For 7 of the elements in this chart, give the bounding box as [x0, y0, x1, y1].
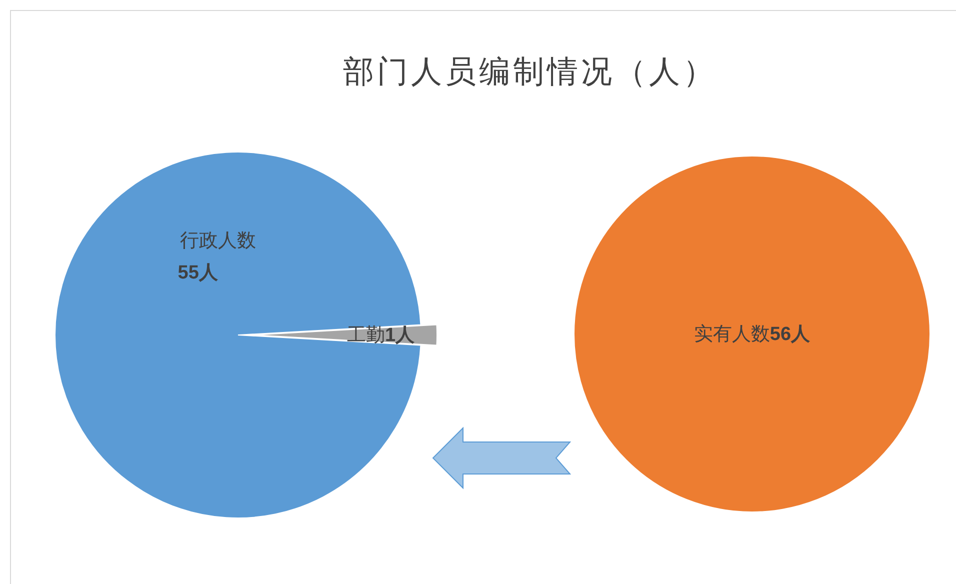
text: 部门人员编制情况（人） — [343, 54, 717, 89]
slice-label: 行政人数 — [180, 230, 256, 252]
slice-label: 工勤 — [346, 324, 385, 346]
data-label: 1人 — [384, 324, 416, 346]
data-label: 55人 — [178, 262, 219, 284]
data-label: 56人 — [770, 324, 812, 344]
slice-label: 实有人数 — [694, 322, 770, 344]
